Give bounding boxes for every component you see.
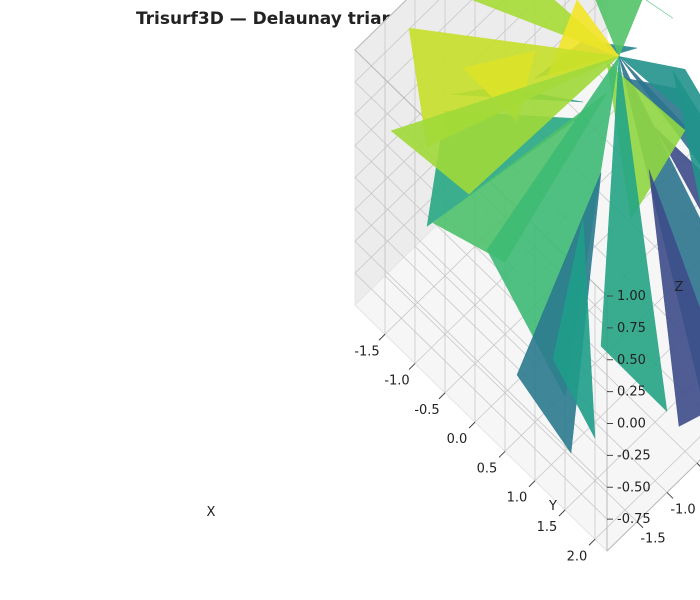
z-tick-label: 1.00 (617, 289, 646, 304)
x-tick-mark (468, 421, 476, 429)
z-tick-label: -0.75 (617, 512, 651, 527)
z-tick-label: 0.50 (617, 353, 646, 368)
x-tick-label: 0.5 (477, 461, 498, 476)
z-tick-label: 0.00 (617, 417, 646, 432)
y-tick-mark (666, 492, 674, 499)
y-tick-mark (696, 462, 700, 467)
x-tick-mark (588, 538, 596, 546)
z-tick-label: 0.75 (617, 321, 646, 336)
x-tick-label: -1.5 (354, 344, 379, 359)
surface-triangle (672, 70, 700, 204)
surface-triangle (600, 56, 668, 412)
surface-triangles (390, 0, 700, 454)
surface-triangle (645, 0, 674, 19)
surface-triangle (595, 0, 643, 57)
z-tick-label: -0.25 (617, 448, 651, 463)
surface-triangle (552, 217, 596, 439)
z-tick-label: 0.25 (617, 385, 646, 400)
y-axis-label: Y (548, 499, 557, 514)
x-tick-label: -1.0 (384, 374, 409, 389)
x-tick-label: 1.5 (537, 520, 558, 535)
z-axis-label: Z (675, 280, 684, 295)
z-tick-label: -0.50 (617, 480, 651, 495)
surface-triangle (472, 0, 620, 57)
x-tick-mark (498, 451, 506, 458)
surface-triangle (618, 56, 700, 127)
x-tick-mark (438, 392, 446, 400)
x-tick-label: 2.0 (567, 549, 588, 564)
x-tick-mark (558, 509, 566, 517)
x-tick-mark (528, 480, 536, 488)
surface-triangle (648, 169, 700, 427)
x-tick-label: 1.0 (507, 491, 528, 506)
y-tick-label: -1.0 (670, 502, 695, 517)
x-tick-label: -0.5 (414, 403, 439, 418)
surface-triangle (390, 56, 620, 195)
y-gridline (384, 20, 638, 522)
x-tick-label: 0.0 (447, 432, 468, 447)
x-axis-label: X (207, 505, 216, 520)
y-tick-label: -1.5 (640, 532, 665, 547)
x-tick-mark (408, 363, 416, 370)
x-tick-mark (378, 333, 386, 341)
y-tick-mark (636, 521, 644, 529)
axis-ticks: -1.5 -1.0 -0.5 0.0 0.5 1.0 1.5 2.0 -1.5 -1.0 -0.50… (354, 289, 700, 564)
